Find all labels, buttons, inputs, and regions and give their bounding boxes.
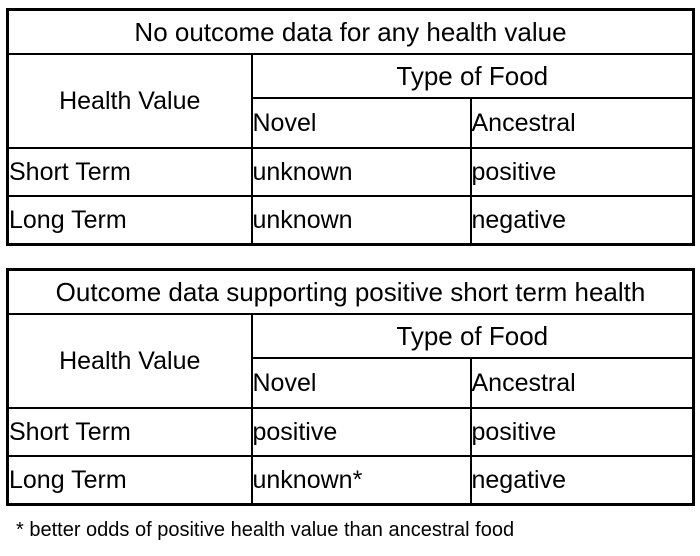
health-value-header: Health Value bbox=[6, 313, 253, 409]
table-positive-short-term-data: Outcome data supporting positive short t… bbox=[6, 268, 696, 506]
cell-short-term-ancestral: positive bbox=[469, 407, 695, 457]
figure-food-health-tables: No outcome data for any health value Hea… bbox=[6, 8, 696, 541]
table-no-outcome-data: No outcome data for any health value Hea… bbox=[6, 8, 696, 246]
column-header-ancestral: Ancestral bbox=[469, 357, 695, 409]
health-value-header: Health Value bbox=[6, 53, 253, 149]
table-row: Short Term unknown positive bbox=[6, 147, 695, 197]
row-header-long-term: Long Term bbox=[6, 195, 253, 246]
cell-short-term-ancestral: positive bbox=[469, 147, 695, 197]
cell-short-term-novel: positive bbox=[250, 407, 472, 457]
table-row: Long Term unknown negative bbox=[6, 195, 695, 246]
table-row: Novel Ancestral bbox=[8, 357, 695, 409]
table-row: Novel Ancestral bbox=[8, 97, 695, 149]
table-title: Outcome data supporting positive short t… bbox=[6, 268, 695, 315]
cell-long-term-ancestral: negative bbox=[469, 195, 695, 246]
type-of-food-header: Type of Food bbox=[250, 53, 695, 99]
column-header-novel: Novel bbox=[250, 97, 472, 149]
table-title: No outcome data for any health value bbox=[6, 8, 695, 55]
table-row: Health Value Type of Food bbox=[6, 313, 695, 409]
row-header-long-term: Long Term bbox=[6, 455, 253, 506]
table-row: Outcome data supporting positive short t… bbox=[6, 268, 695, 315]
cell-long-term-novel: unknown bbox=[250, 195, 472, 246]
table-row: Health Value Type of Food bbox=[6, 53, 695, 149]
row-header-short-term: Short Term bbox=[6, 147, 253, 197]
column-header-ancestral: Ancestral bbox=[469, 97, 695, 149]
column-header-novel: Novel bbox=[250, 357, 472, 409]
cell-short-term-novel: unknown bbox=[250, 147, 472, 197]
type-of-food-header: Type of Food bbox=[250, 313, 695, 359]
table-row: Long Term unknown* negative bbox=[6, 455, 695, 506]
footnote: * better odds of positive health value t… bbox=[16, 519, 515, 541]
row-header-short-term: Short Term bbox=[6, 407, 253, 457]
cell-long-term-ancestral: negative bbox=[469, 455, 695, 506]
table-row: No outcome data for any health value bbox=[6, 8, 695, 55]
table-row: Short Term positive positive bbox=[6, 407, 695, 457]
cell-long-term-novel: unknown* bbox=[250, 455, 472, 506]
